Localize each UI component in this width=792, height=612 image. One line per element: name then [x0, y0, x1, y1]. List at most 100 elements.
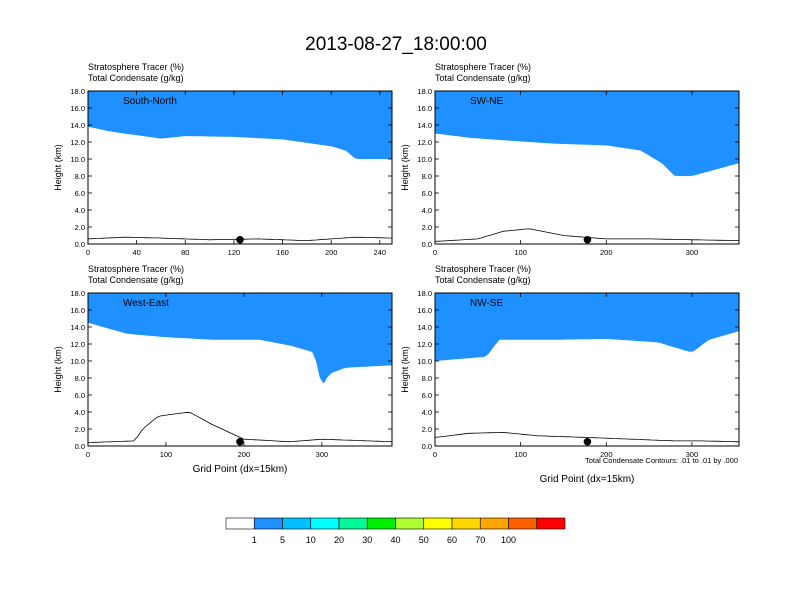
y-tick-label: 4.0: [75, 408, 85, 417]
colorbar-label: 5: [280, 535, 285, 545]
y-tick-label: 0.0: [75, 442, 85, 451]
y-tick-label: 12.0: [70, 340, 85, 349]
y-tick-label: 16.0: [70, 306, 85, 315]
colorbar-swatch: [225, 517, 255, 530]
panel-subtitle-condensate: Total Condensate (g/kg): [88, 73, 184, 83]
x-tick-label: 80: [181, 248, 189, 257]
x-tick-label: 0: [433, 450, 437, 459]
colorbar-label: 50: [419, 535, 429, 545]
y-axis-label: Height (km): [400, 144, 410, 191]
x-tick-label: 200: [600, 248, 613, 257]
y-tick-label: 14.0: [70, 323, 85, 332]
y-tick-label: 4.0: [422, 408, 432, 417]
tracer-band-8: [88, 293, 392, 384]
contour-note: Total Condensate Contours: .01 to .01 by…: [585, 456, 738, 465]
y-tick-label: 14.0: [417, 121, 432, 130]
colorbar-label: 100: [501, 535, 516, 545]
colorbar-swatch: [282, 517, 312, 530]
x-tick-label: 240: [374, 248, 387, 257]
x-tick-label: 300: [686, 248, 699, 257]
tracer-band-8: [435, 293, 739, 361]
colorbar-label: 20: [334, 535, 344, 545]
panel-south-north: Stratosphere Tracer (%) Total Condensate…: [53, 62, 393, 257]
y-tick-label: 4.0: [422, 206, 432, 215]
y-tick-label: 18.0: [417, 87, 432, 96]
plot-area: 0.0 2.0 4.0 6.0 8.0 10.0 12.0 14.0 16.0 18.0 0 100 2…: [400, 87, 740, 257]
y-tick-label: 8.0: [422, 172, 432, 181]
x-axis-label: Grid Point (dx=15km): [193, 464, 288, 475]
location-marker: [583, 235, 592, 244]
panel-west-east: Stratosphere Tracer (%) Total Condensate…: [53, 264, 393, 475]
y-tick-label: 14.0: [70, 121, 85, 130]
x-tick-label: 0: [86, 248, 90, 257]
colorbar-swatch: [366, 517, 396, 530]
y-tick-label: 16.0: [417, 306, 432, 315]
y-axis-label: Height (km): [53, 346, 63, 393]
plot-frame: [87, 90, 393, 245]
y-tick-label: 2.0: [422, 223, 432, 232]
x-axis-label: Grid Point (dx=15km): [540, 474, 635, 485]
panel-label: West-East: [123, 298, 169, 309]
tracer-band-8: [435, 91, 739, 176]
colorbar-label: 60: [447, 535, 457, 545]
chart-title: 2013-08-27_18:00:00: [305, 34, 487, 55]
y-tick-label: 6.0: [75, 391, 85, 400]
plot-area: 0.0 2.0 4.0 6.0 8.0 10.0 12.0 14.0 16.0 18.0 0 40 80…: [53, 87, 393, 257]
y-tick-label: 18.0: [70, 87, 85, 96]
x-tick-label: 100: [514, 248, 527, 257]
x-tick-label: 200: [600, 450, 613, 459]
colorbar-swatch: [338, 517, 368, 530]
x-tick-label: 300: [686, 450, 699, 459]
location-marker: [236, 437, 244, 446]
y-axis-label: Height (km): [400, 346, 410, 393]
panel-subtitle-tracer: Stratosphere Tracer (%): [88, 62, 184, 72]
panel-subtitle-condensate: Total Condensate (g/kg): [435, 73, 531, 83]
y-tick-label: 0.0: [422, 240, 432, 249]
colorbar-swatch: [395, 517, 425, 530]
colorbar-swatch: [508, 517, 538, 530]
colorbar-swatch: [451, 517, 481, 530]
colorbar-swatch: [253, 517, 283, 530]
y-tick-label: 12.0: [417, 138, 432, 147]
x-tick-label: 200: [238, 450, 251, 459]
colorbar-swatch: [536, 517, 566, 530]
colorbar-label: 30: [362, 535, 372, 545]
x-tick-label: 120: [228, 248, 241, 257]
plot-frame: [434, 90, 740, 245]
y-tick-label: 8.0: [75, 374, 85, 383]
y-tick-label: 0.0: [422, 442, 432, 451]
y-tick-label: 12.0: [70, 138, 85, 147]
y-tick-label: 16.0: [417, 104, 432, 113]
colorbar-swatch: [479, 517, 509, 530]
y-axis-label: Height (km): [53, 144, 63, 191]
y-tick-label: 2.0: [422, 425, 432, 434]
y-tick-label: 0.0: [75, 240, 85, 249]
panel-subtitle-condensate: Total Condensate (g/kg): [88, 275, 184, 285]
x-tick-label: 200: [325, 248, 338, 257]
panel-subtitle-tracer: Stratosphere Tracer (%): [88, 264, 184, 274]
x-tick-label: 40: [132, 248, 140, 257]
y-tick-label: 16.0: [70, 104, 85, 113]
colorbar-swatch: [310, 517, 340, 530]
x-tick-label: 0: [433, 248, 437, 257]
panel-nw-se: Stratosphere Tracer (%) Total Condensate…: [400, 264, 740, 485]
x-tick-label: 0: [86, 450, 90, 459]
plot-frame: [434, 292, 740, 447]
y-tick-label: 8.0: [422, 374, 432, 383]
y-tick-label: 6.0: [422, 189, 432, 198]
y-tick-label: 4.0: [75, 206, 85, 215]
y-tick-label: 18.0: [70, 289, 85, 298]
terrain-contour: [87, 411, 393, 443]
colorbar-swatch: [423, 517, 453, 530]
panel-subtitle-tracer: Stratosphere Tracer (%): [435, 62, 531, 72]
plot-area: 0.0 2.0 4.0 6.0 8.0 10.0 12.0 14.0 16.0 18.0 0 100 2…: [400, 289, 740, 485]
panel-subtitle-condensate: Total Condensate (g/kg): [435, 275, 531, 285]
location-marker: [583, 437, 592, 446]
y-tick-label: 8.0: [75, 172, 85, 181]
x-tick-label: 100: [514, 450, 527, 459]
y-tick-label: 2.0: [75, 223, 85, 232]
y-tick-label: 18.0: [417, 289, 432, 298]
y-tick-label: 10.0: [417, 357, 432, 366]
y-tick-label: 6.0: [422, 391, 432, 400]
y-tick-label: 2.0: [75, 425, 85, 434]
